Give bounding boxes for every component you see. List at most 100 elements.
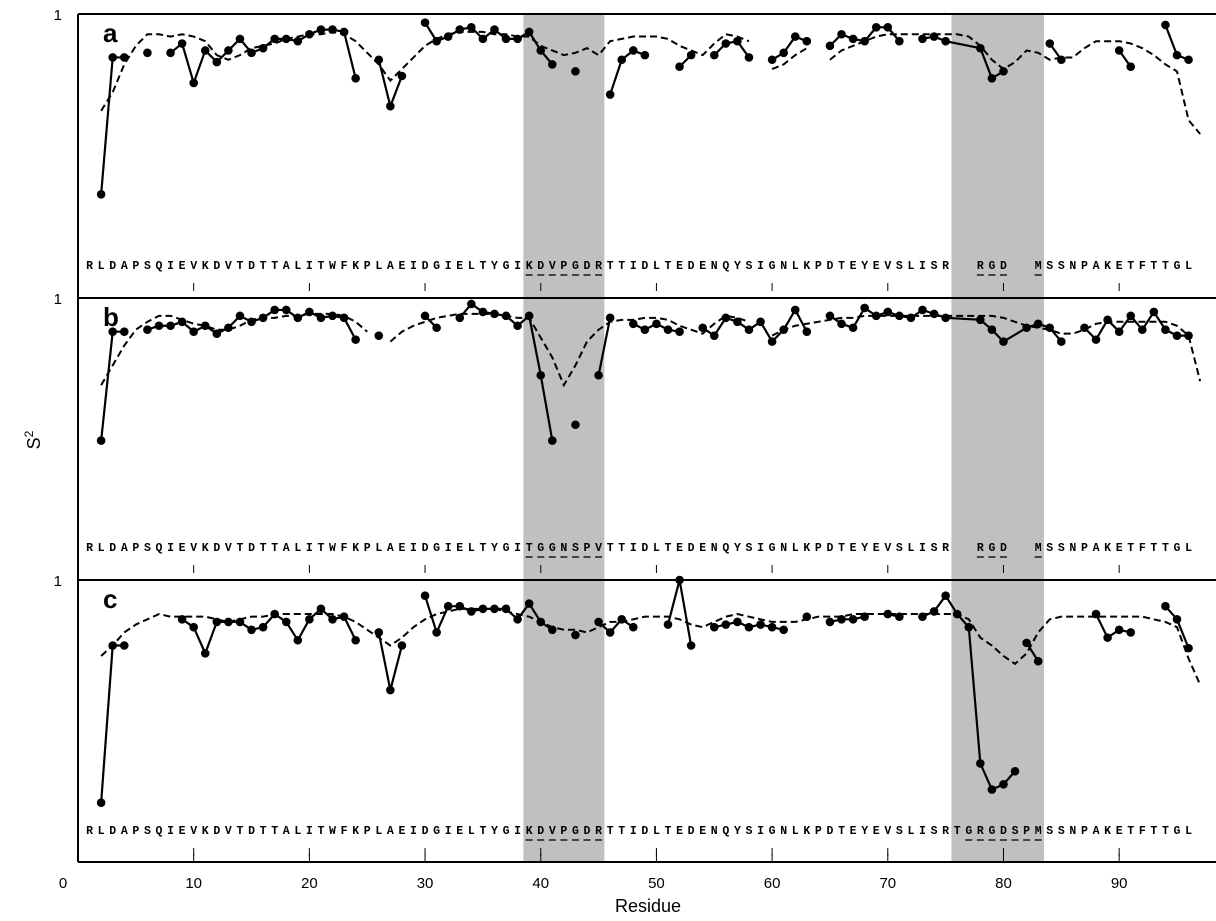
data-point <box>767 622 777 632</box>
sequence-residue: L <box>907 825 914 838</box>
sequence-residue: I <box>167 542 174 555</box>
sequence-residue: D <box>422 542 429 555</box>
y-axis-title-main: S <box>24 437 44 449</box>
sequence-residue: Q <box>156 542 163 555</box>
sequence-residue: E <box>850 542 857 555</box>
sequence-residue: D <box>248 542 255 555</box>
sequence-residue: T <box>1127 260 1134 273</box>
sequence-residue: G <box>433 825 440 838</box>
data-point <box>1103 315 1112 325</box>
data-point <box>154 321 164 331</box>
sequence-residue: W <box>329 260 336 273</box>
solid-series-line <box>181 607 357 657</box>
sequence-residue: E <box>1116 542 1123 555</box>
sequence-residue: F <box>1139 542 1146 555</box>
sequence-residue: K <box>526 260 533 273</box>
sequence-residue: T <box>271 542 278 555</box>
data-point <box>1080 323 1089 333</box>
sequence-residue: I <box>919 825 926 838</box>
data-point <box>1172 615 1182 624</box>
data-point <box>698 323 707 333</box>
sequence-residue: S <box>896 542 903 555</box>
sequence-residue: Y <box>491 825 498 838</box>
data-point <box>721 620 731 629</box>
data-point <box>1033 319 1043 329</box>
sequence-residue: P <box>1023 825 1030 838</box>
data-point <box>767 55 777 65</box>
sequence-residue: N <box>1069 542 1076 555</box>
data-point <box>1022 638 1031 648</box>
data-point <box>339 27 349 37</box>
sequence-residue: L <box>653 825 660 838</box>
data-point <box>166 48 175 58</box>
sequence-residue: T <box>260 825 267 838</box>
data-point <box>744 53 754 62</box>
data-point <box>1103 633 1112 642</box>
data-point <box>524 27 534 37</box>
sequence-residue: G <box>503 260 510 273</box>
data-point <box>941 313 950 323</box>
sequence-residue: F <box>341 825 348 838</box>
data-point <box>119 327 129 337</box>
sequence-residue: D <box>213 825 220 838</box>
sequence-residue: D <box>248 260 255 273</box>
sequence-residue: L <box>98 260 105 273</box>
sequence-residue: T <box>317 825 324 838</box>
sequence-residue: N <box>1069 260 1076 273</box>
sequence-residue: E <box>398 825 405 838</box>
data-point <box>420 311 430 321</box>
sequence-residue: N <box>780 825 787 838</box>
data-point <box>351 74 360 83</box>
sequence-residue: Y <box>734 260 741 273</box>
data-point <box>96 798 106 807</box>
data-point <box>1057 55 1066 65</box>
x-tick-label: 10 <box>185 875 202 892</box>
sequence-residue: A <box>387 825 394 838</box>
sequence-residue: G <box>1174 542 1181 555</box>
sequence-residue: T <box>1162 825 1169 838</box>
sequence-residue: T <box>618 260 625 273</box>
sequence-residue: L <box>375 260 382 273</box>
data-point <box>478 307 488 317</box>
sequence-residue: D <box>641 260 648 273</box>
data-point <box>224 617 233 627</box>
data-point <box>744 622 754 632</box>
data-point <box>733 317 742 327</box>
sequence-residue: T <box>260 260 267 273</box>
data-point <box>1045 323 1055 333</box>
solid-series-line <box>1083 309 1189 342</box>
data-point <box>374 331 384 340</box>
dashed-series-line <box>389 312 750 388</box>
data-point <box>790 32 800 41</box>
sequence-residue: I <box>306 825 313 838</box>
sequence-residue: L <box>468 825 475 838</box>
data-point <box>270 609 279 619</box>
data-point <box>513 615 522 624</box>
data-point <box>1184 55 1193 65</box>
sequence-residue: R <box>977 260 984 273</box>
dashed-series-line <box>100 30 750 112</box>
sequence-residue: I <box>919 542 926 555</box>
highlight-region <box>523 14 605 862</box>
dashed-series-line <box>100 607 1202 686</box>
data-point <box>374 55 384 65</box>
dashed-series-line <box>771 47 808 70</box>
data-point <box>1172 50 1182 60</box>
sequence-residue: I <box>445 260 452 273</box>
sequence-residue: Y <box>491 260 498 273</box>
data-point <box>883 609 893 619</box>
data-point <box>189 327 198 337</box>
sequence-residue: G <box>988 825 995 838</box>
sequence-residue: L <box>294 542 301 555</box>
sequence-residue: L <box>1185 825 1192 838</box>
data-point <box>860 303 869 313</box>
sequence-residue: A <box>1093 542 1100 555</box>
data-point <box>906 313 916 323</box>
sequence-residue: Q <box>722 542 729 555</box>
sequence-residue: T <box>838 825 845 838</box>
panel-label: a <box>103 18 118 48</box>
panel-c: 1cR L D A P S Q I E V K D V T D T T A L I T W F K P L A E I D G I E L T Y G I… <box>54 573 1216 856</box>
panel-label: c <box>103 584 117 614</box>
x-tick-label: 0 <box>59 875 67 892</box>
sequence-residue: D <box>422 260 429 273</box>
